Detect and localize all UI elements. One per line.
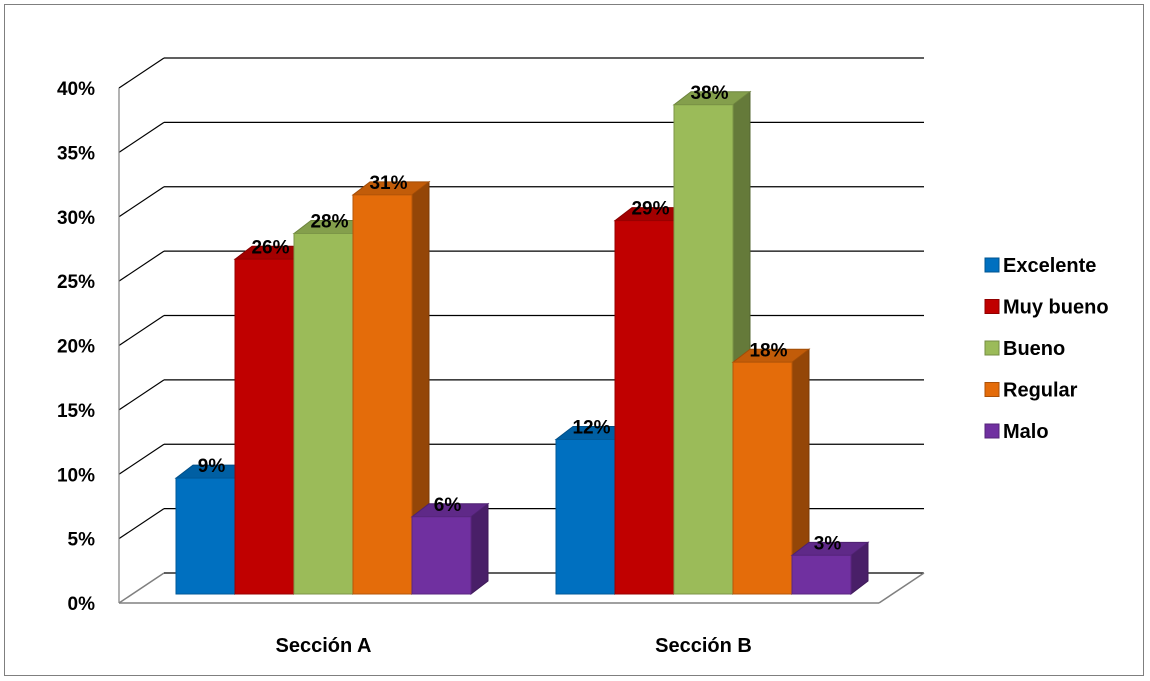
data-labels: 9% 26% 28% 31% 6% 12% 29% 38% 18% 3% xyxy=(198,83,842,555)
gridline-depth xyxy=(118,443,165,475)
legend-item: Bueno xyxy=(984,338,1065,360)
data-label: 9% xyxy=(198,456,226,477)
gridline-depth xyxy=(118,57,165,89)
y-tick-label: 10% xyxy=(57,465,95,486)
legend-label: Excelente xyxy=(1003,255,1096,277)
bar-regular-1 xyxy=(351,180,431,596)
data-label: 28% xyxy=(310,212,348,233)
gridline-depth xyxy=(118,121,165,153)
gridline-depth xyxy=(118,250,165,282)
gridline-depth xyxy=(118,315,165,346)
floor-side-edge xyxy=(878,572,925,604)
gridline-depth xyxy=(118,379,165,411)
legend-item: Regular xyxy=(984,380,1078,402)
data-label: 26% xyxy=(251,237,289,258)
bar-malo-2 xyxy=(790,541,870,596)
bar-malo-1 xyxy=(410,502,490,596)
legend-label: Muy bueno xyxy=(1003,297,1109,319)
category-label: Sección B xyxy=(655,635,752,657)
data-label: 6% xyxy=(434,495,462,516)
y-tick-label: 35% xyxy=(57,143,95,164)
legend-swatch xyxy=(984,423,1000,439)
legend-item: Muy bueno xyxy=(984,297,1109,319)
legend-label: Bueno xyxy=(1003,338,1065,360)
category-label: Sección A xyxy=(276,635,372,657)
data-label: 29% xyxy=(631,199,669,220)
legend-item: Excelente xyxy=(984,255,1096,277)
y-tick-label: 0% xyxy=(68,594,96,615)
data-label: 38% xyxy=(690,83,728,104)
data-label: 3% xyxy=(814,533,842,554)
gridline-depth xyxy=(118,572,165,604)
gridline-depth xyxy=(118,186,165,218)
y-tick-label: 20% xyxy=(57,337,95,358)
legend-label: Malo xyxy=(1003,421,1049,443)
legend-label: Regular xyxy=(1003,380,1078,402)
bars xyxy=(174,90,870,596)
y-axis-tick-labels: 0% 5% 10% 15% 20% 25% 30% 35% 40% xyxy=(57,79,95,615)
gridline-depth xyxy=(118,508,165,540)
bar-chart: 0% 5% 10% 15% 20% 25% 30% 35% 40% 9% 26% 28% 31% 6% 1… xyxy=(57,57,1109,657)
chart-frame: 0% 5% 10% 15% 20% 25% 30% 35% 40% 9% 26% 28% 31% 6% 1… xyxy=(4,4,1144,676)
y-tick-label: 30% xyxy=(57,208,95,229)
y-tick-label: 40% xyxy=(57,79,95,100)
bar-regular-2 xyxy=(731,348,811,596)
y-tick-label: 25% xyxy=(57,272,95,293)
legend-swatch xyxy=(984,299,1000,314)
y-tick-label: 5% xyxy=(68,530,96,551)
legend-item: Malo xyxy=(984,421,1049,443)
legend-swatch xyxy=(984,257,1000,273)
legend: Excelente Muy bueno Bueno Regular Malo xyxy=(984,255,1109,443)
legend-swatch xyxy=(984,382,1000,397)
x-axis-category-labels: Sección A Sección B xyxy=(276,635,752,657)
data-label: 18% xyxy=(749,340,787,361)
legend-swatch xyxy=(984,340,1000,356)
data-label: 12% xyxy=(572,418,610,439)
data-label: 31% xyxy=(369,173,407,194)
y-tick-label: 15% xyxy=(57,401,95,422)
